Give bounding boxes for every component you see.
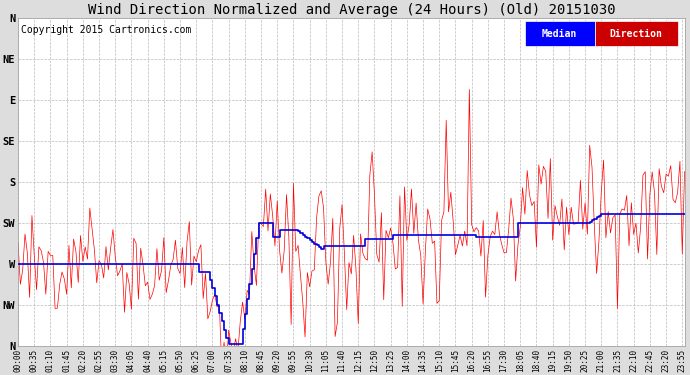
FancyBboxPatch shape — [524, 21, 595, 46]
FancyBboxPatch shape — [595, 21, 678, 46]
Title: Wind Direction Normalized and Average (24 Hours) (Old) 20151030: Wind Direction Normalized and Average (2… — [88, 3, 615, 17]
Text: Copyright 2015 Cartronics.com: Copyright 2015 Cartronics.com — [21, 24, 192, 34]
Text: Median: Median — [542, 28, 578, 39]
Text: Direction: Direction — [610, 28, 662, 39]
